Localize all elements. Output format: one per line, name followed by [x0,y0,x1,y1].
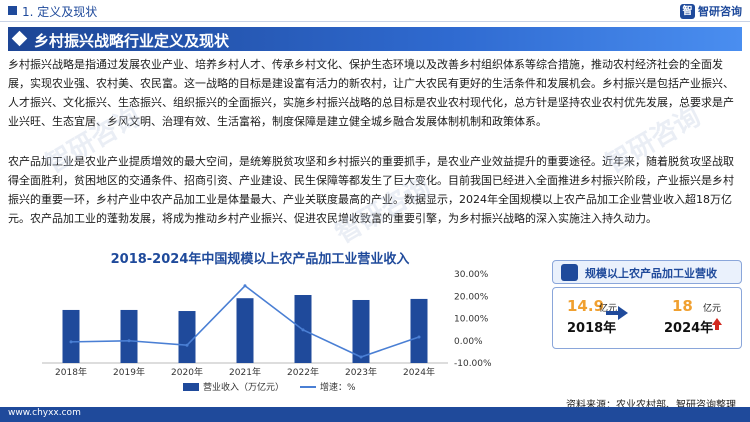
value-2018: 14.9 [567,297,605,315]
year-2024: 2024年 [664,321,714,336]
x-tick-label: 2024年 [403,366,435,378]
page-title-bar: 乡村振兴战略行业定义及现状 [8,27,742,51]
unit-2024: 亿元 [703,304,722,314]
x-tick-label: 2022年 [287,366,319,378]
legend-bar-label: 营业收入（万亿元） [203,381,284,393]
x-tick-label: 2019年 [113,366,145,378]
growth-point [185,343,189,347]
arrow-right-shaft [606,311,618,315]
paragraph-status: 农产品加工业是农业产业提质增效的最大空间，是统筹脱贫攻坚和乡村振兴的重要抓手，是… [8,155,734,225]
bottom-bar: www.chyxx.com [0,407,750,422]
arrow-right-icon [618,306,628,320]
legend-line-label: 增速：% [320,381,356,393]
unit-2018: 亿元 [599,304,618,314]
logo-mark-icon: 智 [680,3,695,19]
growth-point [417,335,421,339]
x-tick-label: 2023年 [345,366,377,378]
x-tick-label: 2021年 [229,366,261,378]
highlight-card [552,287,742,349]
section-title: 1. 定义及现状 [22,5,98,19]
y-right-tick-label: 10.00% [454,315,489,325]
x-tick-label: 2018年 [55,366,87,378]
bar-revenue [120,309,138,363]
legend-bar-swatch [183,383,199,391]
year-2018: 2018年 [567,321,617,336]
section-marker-icon [8,6,17,15]
highlight-title: 规模以上农产品加工业营收 [585,267,717,280]
brand-logo: 智 智研咨询 [680,3,742,19]
revenue-chart: 30.00% 20.00% 10.00% 0.00% -10.00% 2018年 2019年… [42,270,492,393]
page-title: 乡村振兴战略行业定义及现状 [34,32,230,50]
y-right-tick-label: 0.00% [454,337,483,347]
top-bar: 1. 定义及现状 智 智研咨询 [0,0,750,22]
growth-point [359,355,363,359]
bar-revenue [352,299,370,363]
y-right-tick-label: 20.00% [454,292,489,302]
highlight-header: 规模以上农产品加工业营收 [552,260,742,284]
chart-title: 2018-2024年中国规模以上农产品加工业营业收入 [110,252,410,267]
x-tick-label: 2020年 [171,366,203,378]
diamond-icon [11,30,28,47]
growth-point [301,328,305,332]
bar-revenue [62,309,80,363]
paragraph-definition: 乡村振兴战略是指通过发展农业产业、培养乡村人才、传承乡村文化、保护生态环境以及改… [8,58,734,128]
chart-card-icon [561,264,578,281]
y-right-tick-label: -10.00% [454,359,492,369]
up-arrow-shaft [715,325,719,330]
value-2024: 18 [672,297,693,315]
source-note: 资料来源：农业农村部、智研咨询整理 [566,400,736,411]
bar-revenue [178,311,196,363]
growth-point [243,284,247,288]
up-arrow-icon [712,318,722,325]
growth-point [69,340,73,344]
footer-url: www.chyxx.com [8,408,81,418]
growth-point [127,339,131,343]
logo-text: 智研咨询 [698,5,742,18]
bar-revenue [236,298,254,363]
y-right-tick-label: 30.00% [454,270,489,280]
bar-revenue [410,298,428,363]
